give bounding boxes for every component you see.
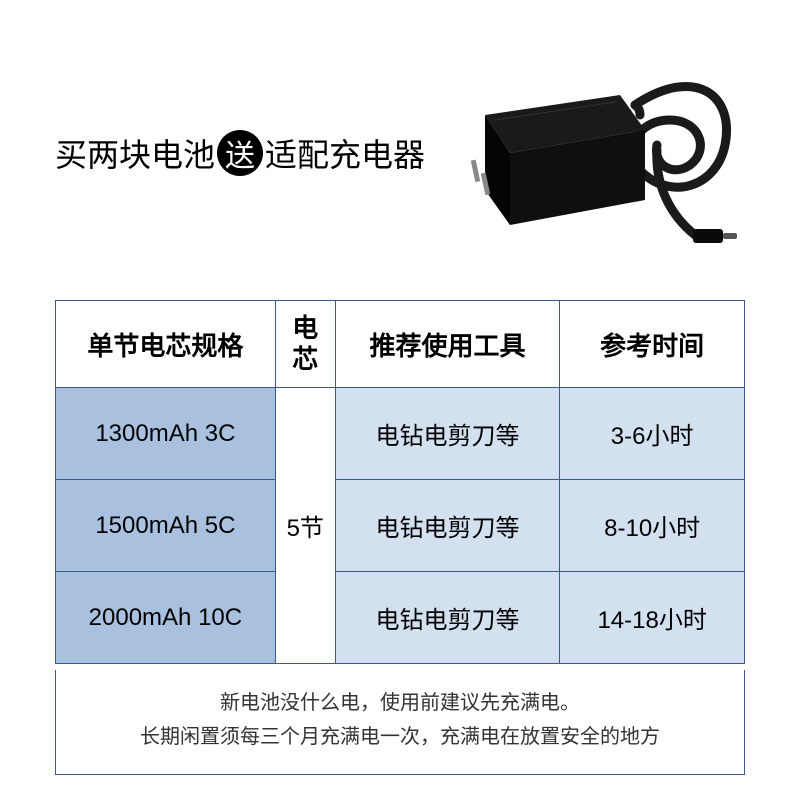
header-tool: 推荐使用工具	[335, 301, 560, 388]
cell-spec: 1300mAh 3C	[56, 388, 276, 480]
header-time: 参考时间	[560, 301, 745, 388]
cell-tool: 电钻电剪刀等	[335, 572, 560, 664]
spec-table: 单节电芯规格 电芯 推荐使用工具 参考时间 1300mAh 3C 5节 电钻电剪…	[55, 300, 745, 664]
table-row: 1300mAh 3C 5节 电钻电剪刀等 3-6小时	[56, 388, 745, 480]
header-spec: 单节电芯规格	[56, 301, 276, 388]
header-cell: 电芯	[275, 301, 335, 388]
cell-time: 3-6小时	[560, 388, 745, 480]
promo-after: 适配充电器	[265, 130, 425, 176]
cell-time: 14-18小时	[560, 572, 745, 664]
table-row: 1500mAh 5C 电钻电剪刀等 8-10小时	[56, 480, 745, 572]
promo-text: 买两块电池 送 适配充电器	[55, 130, 425, 176]
cell-time: 8-10小时	[560, 480, 745, 572]
table-header-row: 单节电芯规格 电芯 推荐使用工具 参考时间	[56, 301, 745, 388]
promo-before: 买两块电池	[55, 130, 215, 176]
cell-tool: 电钻电剪刀等	[335, 480, 560, 572]
cell-tool: 电钻电剪刀等	[335, 388, 560, 480]
cell-spec: 2000mAh 10C	[56, 572, 276, 664]
footer-line2: 长期闲置须每三个月充满电一次，充满电在放置安全的地方	[66, 720, 734, 754]
footer-note: 新电池没什么电，使用前建议先充满电。 长期闲置须每三个月充满电一次，充满电在放置…	[55, 670, 745, 775]
promo-badge: 送	[217, 130, 263, 176]
adapter-illustration	[445, 45, 745, 265]
footer-line1: 新电池没什么电，使用前建议先充满电。	[66, 686, 734, 720]
table-row: 2000mAh 10C 电钻电剪刀等 14-18小时	[56, 572, 745, 664]
cell-count: 5节	[275, 388, 335, 664]
promo-banner: 买两块电池 送 适配充电器	[55, 130, 425, 176]
cell-spec: 1500mAh 5C	[56, 480, 276, 572]
